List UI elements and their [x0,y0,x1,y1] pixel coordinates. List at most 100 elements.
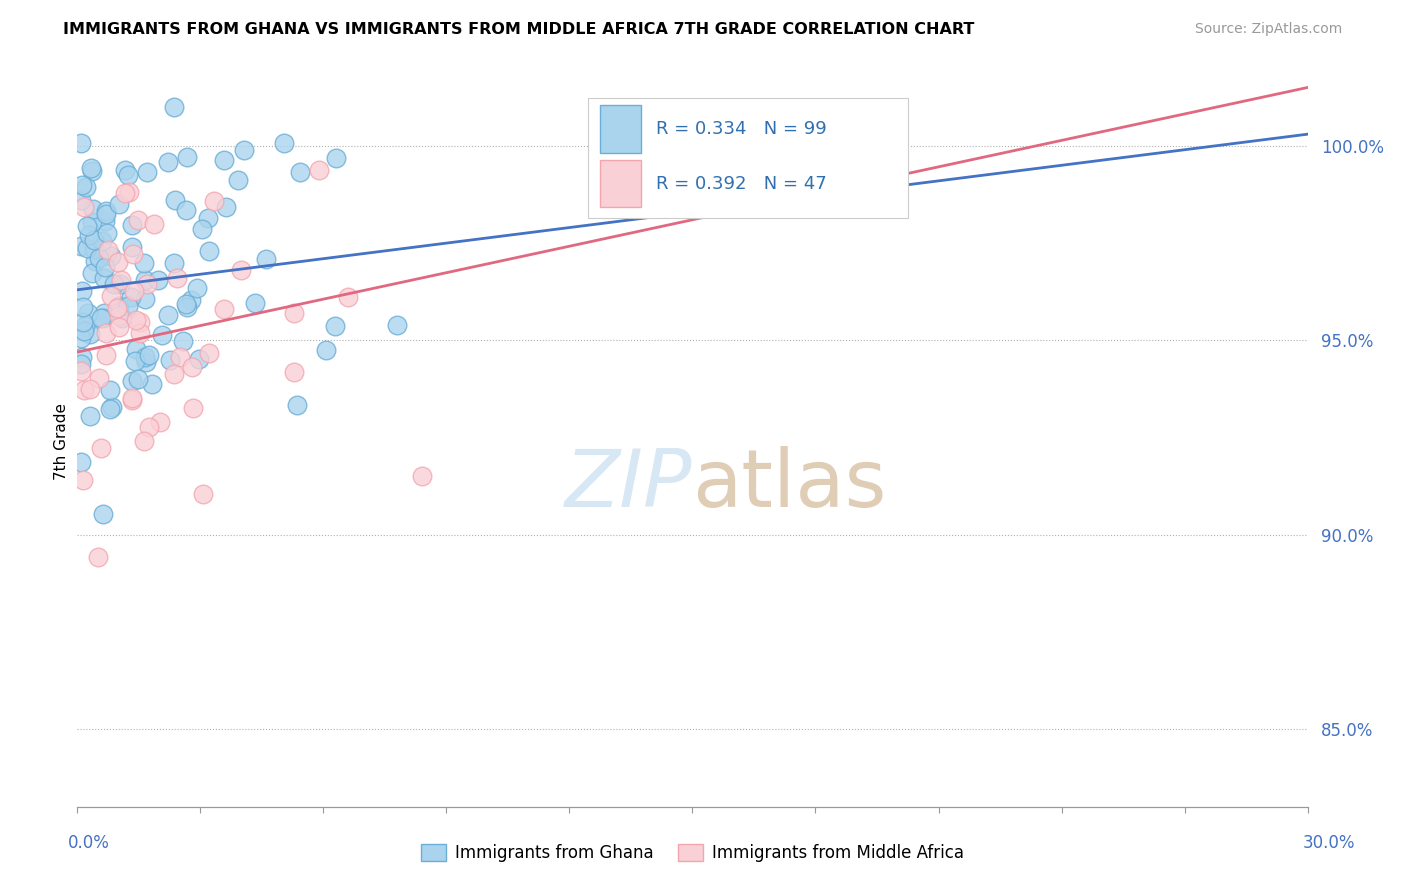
Point [202,194,225,208]
Point [134,434,156,448]
Point [70,364,93,378]
Point [121,391,143,405]
Point [121,219,143,233]
Point [90,234,112,248]
Point [72,315,94,329]
Point [163,367,186,381]
Point [166,271,188,285]
Point [93,270,115,285]
Point [108,277,131,291]
Point [138,419,160,434]
Point [128,326,150,340]
Point [101,400,124,414]
Point [191,222,214,236]
Point [82,202,104,216]
Point [283,306,305,320]
Point [76,219,98,233]
Point [72,300,94,314]
Point [132,256,155,270]
Point [73,383,96,397]
Point [285,398,308,412]
Point [107,197,129,211]
Point [73,318,96,333]
Point [83,233,105,247]
Point [111,310,134,325]
Point [73,324,96,338]
Point [212,153,235,167]
Point [89,251,111,265]
Point [273,136,295,151]
Point [125,312,148,326]
Y-axis label: 7th Grade: 7th Grade [53,403,69,480]
Point [90,311,112,326]
Point [159,352,181,367]
Point [141,377,163,392]
Point [82,163,104,178]
Point [176,150,198,164]
Point [94,260,117,274]
Point [96,206,118,220]
Point [100,289,122,303]
Point [143,217,166,231]
Point [174,203,197,218]
Point [70,193,93,207]
Point [122,284,145,298]
Point [120,290,142,304]
Point [83,242,105,256]
Point [174,297,197,311]
Point [70,350,93,364]
Text: atlas: atlas [693,446,887,524]
Point [127,212,149,227]
Point [325,151,347,165]
Point [117,168,139,182]
Point [79,326,101,341]
Point [100,249,122,263]
Point [127,372,149,386]
Point [186,281,208,295]
Point [228,172,250,186]
Point [72,473,94,487]
Point [169,350,191,364]
Point [84,253,107,268]
Point [121,246,143,260]
Point [215,200,238,214]
Point [87,550,110,565]
Point [117,299,139,313]
FancyBboxPatch shape [600,105,641,153]
Point [72,284,94,298]
Point [134,350,156,364]
Point [94,213,117,227]
Point [254,252,277,267]
Point [114,163,136,178]
Point [172,334,194,348]
Point [70,178,93,192]
Point [79,382,101,396]
Point [121,375,143,389]
Point [114,186,136,200]
Point [163,255,186,269]
Point [80,161,103,175]
Text: IMMIGRANTS FROM GHANA VS IMMIGRANTS FROM MIDDLE AFRICA 7TH GRADE CORRELATION CHA: IMMIGRANTS FROM GHANA VS IMMIGRANTS FROM… [63,22,974,37]
Point [243,296,266,310]
Point [73,200,96,214]
Point [288,165,311,179]
Point [181,401,204,416]
Point [125,342,148,356]
FancyBboxPatch shape [588,98,908,219]
Point [118,186,141,200]
Point [149,415,172,429]
Point [191,487,214,501]
Point [136,165,159,179]
Point [308,163,330,178]
Point [108,300,131,314]
Point [315,343,337,358]
Point [136,277,159,291]
Point [70,357,93,371]
Point [180,293,202,308]
Text: 0.0%: 0.0% [67,834,110,852]
Point [134,293,156,307]
Point [110,273,132,287]
Point [98,384,121,398]
Point [198,346,221,360]
Point [70,455,93,469]
